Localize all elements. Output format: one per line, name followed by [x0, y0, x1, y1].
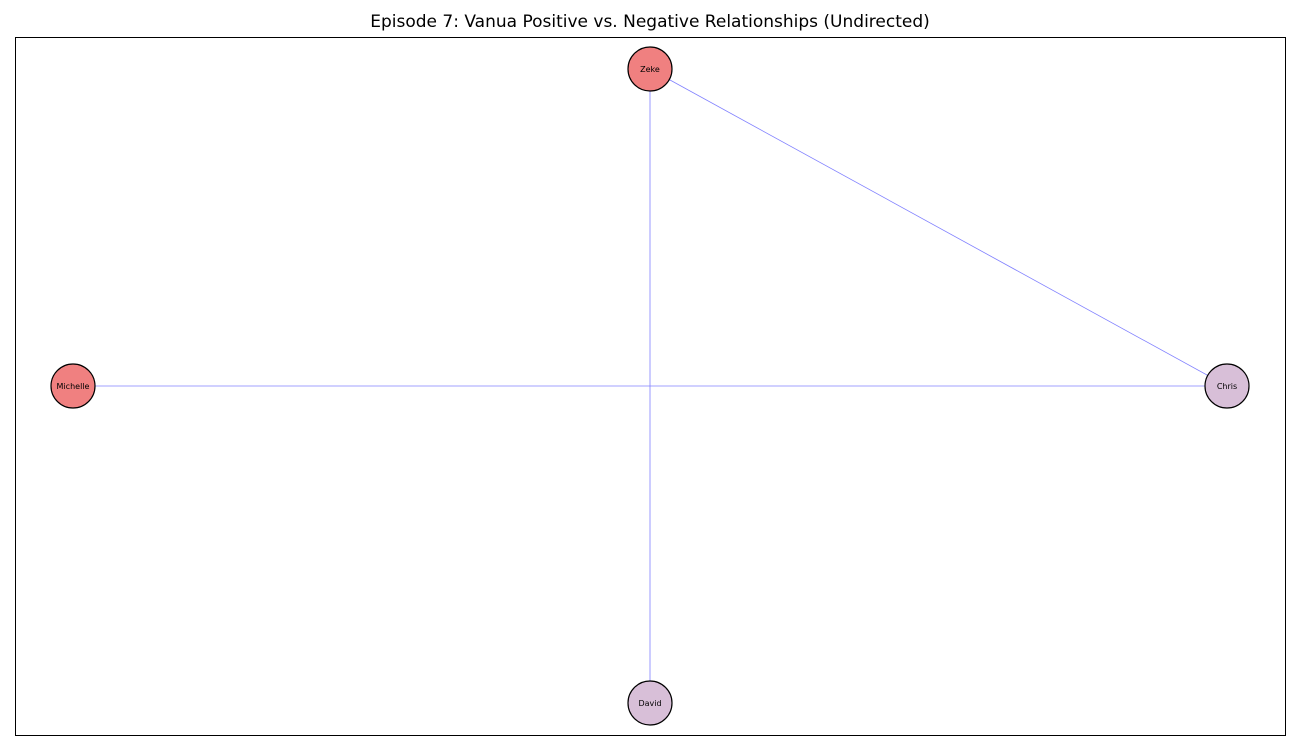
node-zeke: Zeke	[627, 46, 673, 92]
chart-title: Episode 7: Vanua Positive vs. Negative R…	[370, 12, 930, 32]
nodes-layer: Zeke Michelle Chris David	[50, 46, 1250, 726]
plot-frame	[15, 37, 1286, 736]
node-circle-david	[627, 680, 673, 726]
node-label-chris: Chris	[1217, 382, 1237, 391]
node-label-david: David	[638, 699, 661, 708]
node-label-michelle: Michelle	[57, 382, 90, 391]
edge-zeke-chris	[649, 68, 1228, 387]
node-circle-zeke	[627, 46, 673, 92]
node-label-zeke: Zeke	[640, 65, 660, 74]
node-circle-michelle	[50, 363, 96, 409]
edges-layer	[73, 68, 1228, 703]
node-chris: Chris	[1204, 363, 1250, 409]
node-david: David	[627, 680, 673, 726]
node-circle-chris	[1204, 363, 1250, 409]
node-michelle: Michelle	[50, 363, 96, 409]
